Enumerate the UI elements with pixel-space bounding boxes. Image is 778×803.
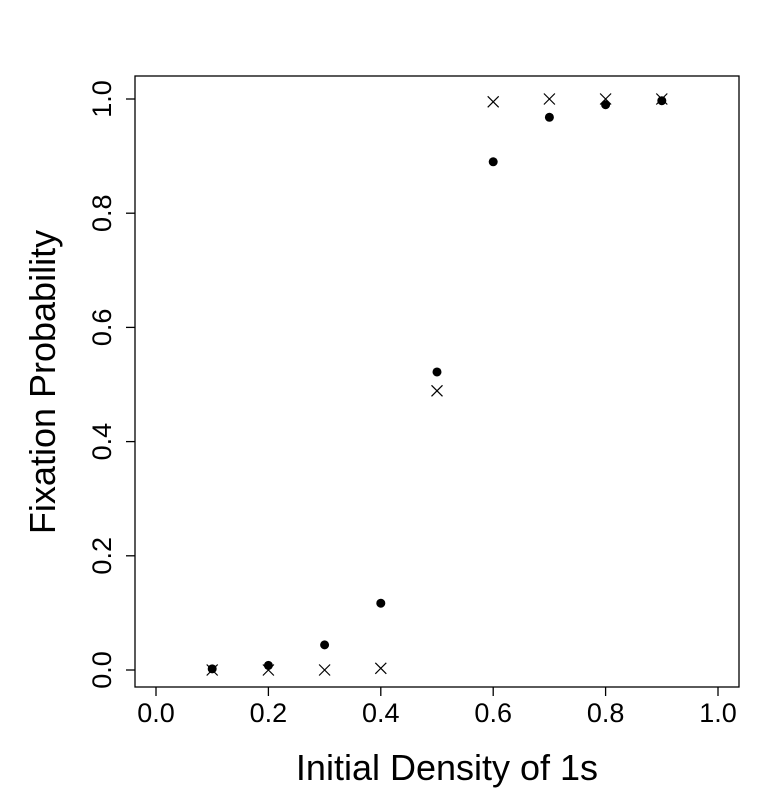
x-tick-label: 1.0 bbox=[699, 698, 737, 728]
x-tick-label: 0.4 bbox=[362, 698, 400, 728]
data-point-circle bbox=[207, 664, 217, 674]
data-point-circle bbox=[376, 598, 386, 608]
x-tick-label: 0.6 bbox=[474, 698, 512, 728]
data-point-circle bbox=[488, 157, 498, 167]
data-point-cross bbox=[655, 93, 668, 105]
data-point-cross bbox=[318, 664, 331, 676]
y-tick-label: 0.4 bbox=[87, 423, 117, 461]
data-point-circle bbox=[320, 640, 330, 650]
y-axis: 0.0 0.2 0.4 0.6 0.8 1.0 bbox=[87, 80, 135, 689]
data-point-circle bbox=[263, 660, 273, 670]
x-tick-label: 0.2 bbox=[250, 698, 288, 728]
data-point-circle bbox=[432, 367, 442, 377]
data-point-cross bbox=[543, 93, 556, 105]
plot-frame bbox=[134, 75, 740, 688]
x-axis: 0.0 0.2 0.4 0.6 0.8 1.0 bbox=[137, 687, 737, 728]
y-tick-label: 0.8 bbox=[87, 194, 117, 232]
data-point-cross bbox=[431, 384, 443, 397]
x-axis-title: Initial Density of 1s bbox=[296, 747, 598, 788]
data-point-circle bbox=[544, 112, 554, 122]
x-tick-label: 0.0 bbox=[137, 698, 175, 728]
y-tick-label: 0.6 bbox=[87, 309, 117, 347]
data-marks bbox=[206, 93, 668, 676]
data-point-circle bbox=[657, 96, 667, 106]
y-tick-label: 0.0 bbox=[87, 651, 117, 689]
y-tick-label: 0.2 bbox=[87, 537, 117, 575]
y-axis-title: Fixation Probability bbox=[22, 230, 63, 534]
data-point-cross bbox=[374, 662, 387, 675]
data-point-cross bbox=[262, 664, 275, 676]
data-point-circle bbox=[601, 100, 611, 110]
data-point-cross bbox=[599, 93, 612, 105]
y-tick-label: 1.0 bbox=[87, 80, 117, 118]
data-point-cross bbox=[206, 664, 219, 676]
data-point-cross bbox=[487, 95, 500, 108]
x-tick-label: 0.8 bbox=[587, 698, 625, 728]
